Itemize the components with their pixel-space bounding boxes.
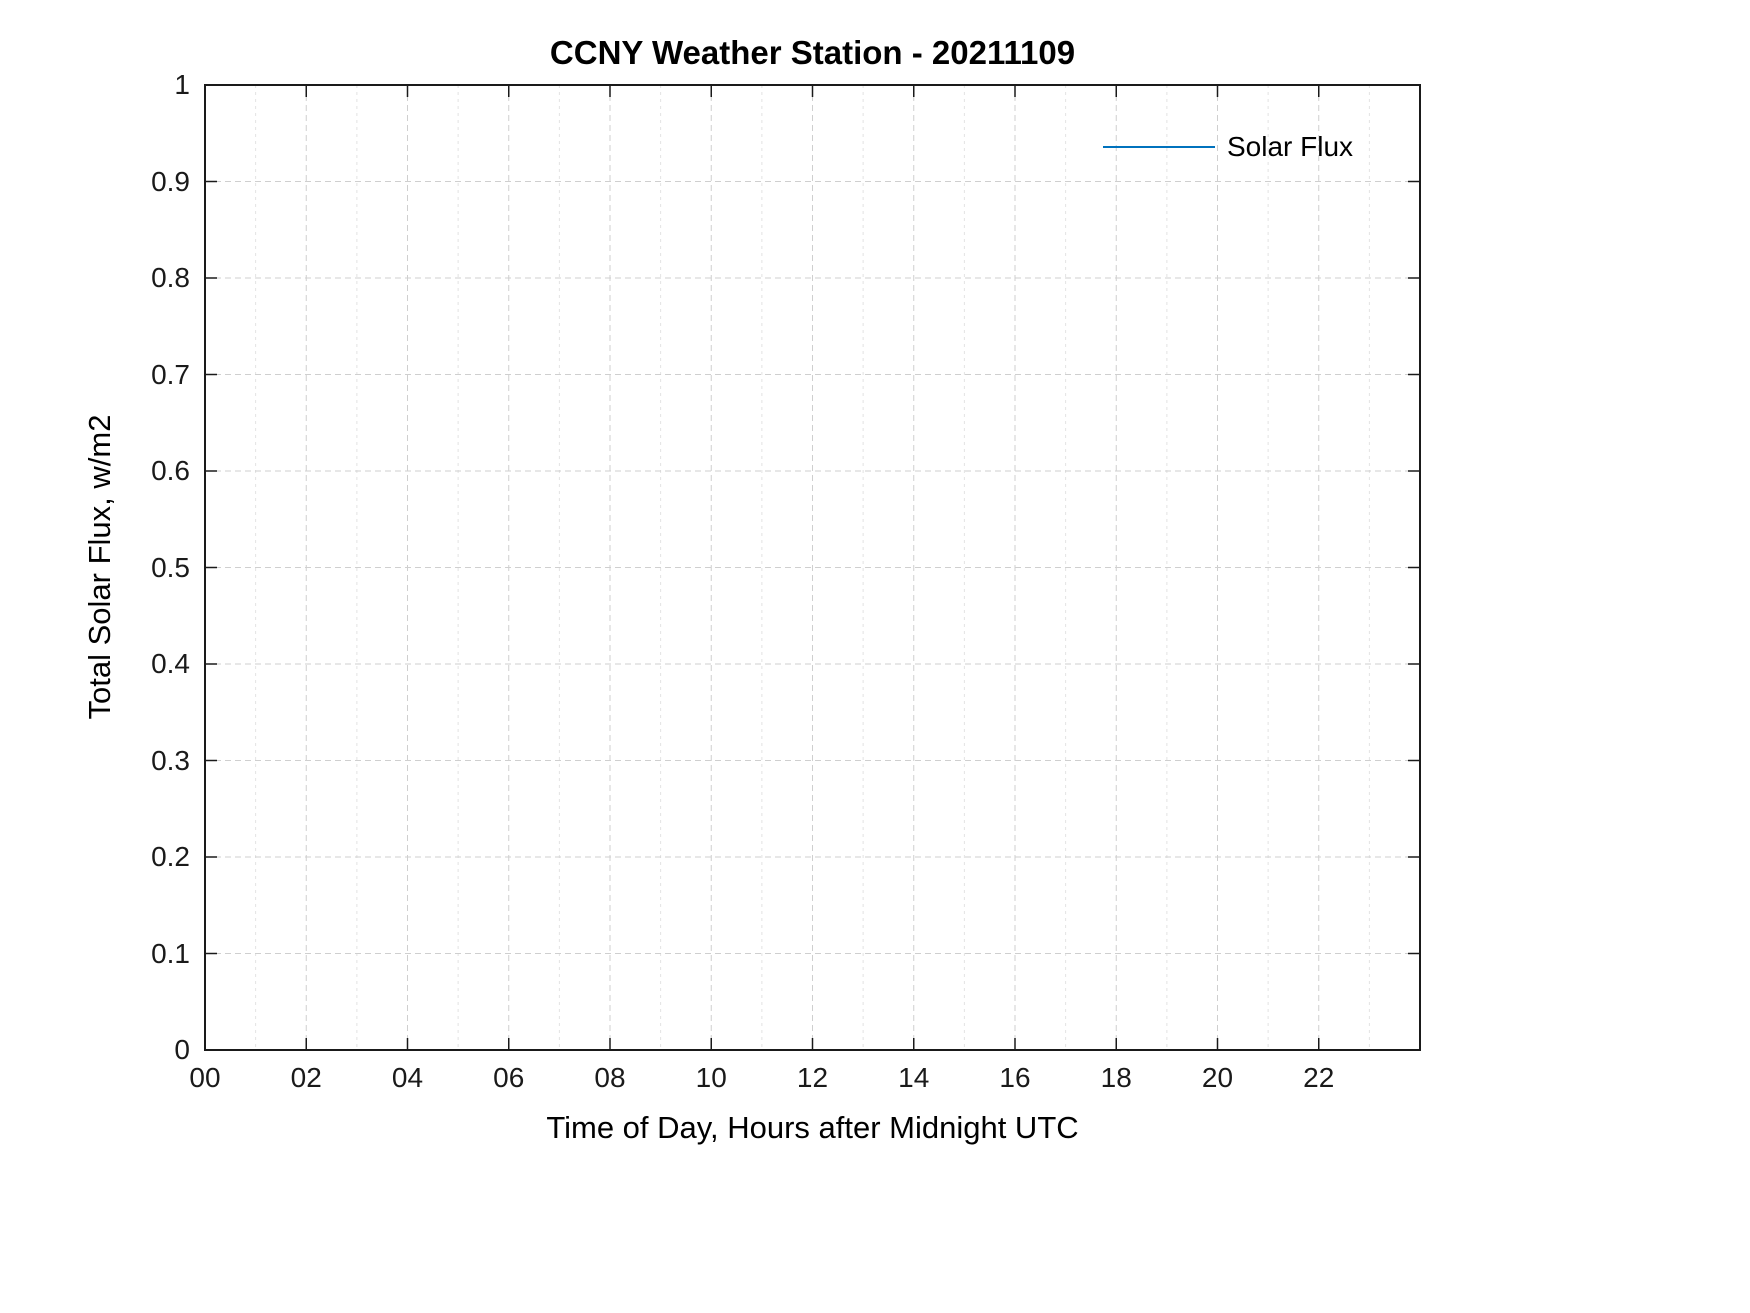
y-tick-label: 0.7 [151, 358, 190, 390]
axes-grid [204, 84, 1421, 1051]
x-tick-label: 00 [189, 1062, 221, 1093]
chart-title: CCNY Weather Station - 20211109 [549, 34, 1076, 71]
legend-line-icon [1103, 146, 1215, 148]
legend: Solar Flux [1103, 131, 1353, 163]
x-tick-label: 12 [796, 1062, 829, 1093]
y-tick-label: 0.5 [151, 551, 190, 583]
x-tick-label: 20 [1201, 1062, 1234, 1093]
x-tick-label: 18 [1100, 1062, 1132, 1093]
y-tick-label: 0.4 [151, 648, 190, 679]
x-tick-label: 16 [999, 1062, 1031, 1093]
y-tick-label: 0.3 [151, 744, 190, 776]
x-tick-label: 06 [493, 1062, 525, 1093]
x-tick-label: 22 [1303, 1062, 1335, 1093]
plot-area: Solar Flux [204, 84, 1421, 1051]
y-tick-label: 1 [174, 69, 190, 100]
x-tick-label: 10 [695, 1062, 727, 1093]
y-tick-label: 0 [174, 1034, 190, 1065]
x-tick-label: 04 [391, 1062, 424, 1093]
y-tick-label: 0.8 [151, 262, 190, 293]
x-tick-label: 02 [290, 1062, 322, 1093]
y-tick-label: 0.9 [151, 165, 190, 197]
axes-box [204, 84, 1421, 1051]
legend-label: Solar Flux [1227, 131, 1354, 162]
y-tick-label: 0.6 [151, 455, 190, 486]
x-axis-label: Time of Day, Hours after Midnight UTC [546, 1110, 1079, 1145]
x-tick-label: 08 [594, 1062, 626, 1093]
y-tick-label: 0.1 [151, 937, 190, 969]
x-tick-label: 14 [898, 1062, 930, 1093]
y-tick-label: 0.2 [151, 841, 190, 872]
